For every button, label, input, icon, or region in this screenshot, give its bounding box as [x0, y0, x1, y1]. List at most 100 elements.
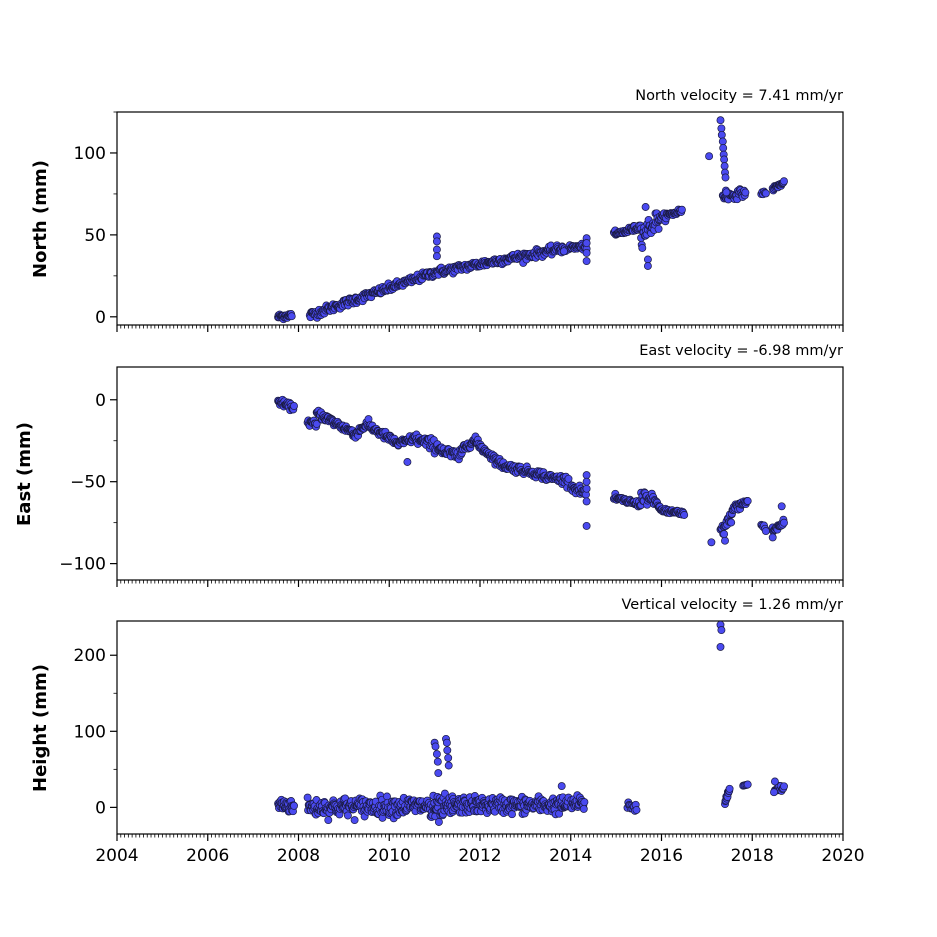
data-point [768, 533, 777, 542]
data-point [582, 484, 591, 493]
x-tick-label: 2010 [368, 846, 411, 866]
north-velocity-title: North velocity = 7.41 mm/yr [635, 88, 843, 104]
data-point [432, 245, 441, 254]
data-point [559, 247, 568, 256]
east-ticks: 0 −50 −100 [59, 391, 844, 587]
data-point [720, 530, 729, 539]
data-point [717, 626, 726, 635]
data-point [716, 116, 725, 125]
data-point [432, 750, 441, 759]
data-point [403, 458, 412, 466]
data-point [720, 155, 729, 164]
height-ylabel: Height (mm) [30, 664, 51, 792]
east-points [274, 395, 788, 547]
data-point [680, 511, 689, 519]
height-points [274, 620, 788, 826]
data-point [557, 782, 566, 791]
data-point [434, 769, 443, 778]
north-y-tick-label: 50 [84, 226, 106, 246]
data-point [720, 162, 729, 171]
data-point [579, 804, 588, 813]
data-point [508, 810, 516, 819]
data-point [350, 816, 359, 825]
data-point [770, 777, 779, 786]
data-point [761, 527, 770, 536]
data-point [443, 746, 452, 755]
east-y-tick-label: 0 [95, 391, 106, 411]
data-point [582, 239, 591, 248]
data-point [582, 257, 591, 266]
data-point [582, 248, 591, 257]
data-point [434, 818, 443, 826]
data-point [725, 784, 734, 793]
north-y-tick-label: 0 [95, 308, 106, 328]
east-plot-frame [116, 366, 844, 581]
data-point [780, 177, 788, 186]
x-tick-label: 2020 [821, 846, 864, 866]
data-point [721, 536, 729, 545]
data-point [780, 782, 788, 791]
x-tick-label: 2014 [549, 846, 592, 866]
data-point [290, 402, 298, 410]
data-point [290, 801, 298, 810]
data-point [632, 806, 641, 814]
data-point [717, 124, 726, 133]
data-point [777, 502, 786, 511]
north-panel: 0 50 100 North velocity = 7.41 mm/yr North… [30, 88, 844, 332]
x-tick-label: 2006 [186, 846, 229, 866]
east-y-tick-label: −50 [70, 473, 106, 493]
data-point [582, 521, 591, 530]
data-point [770, 788, 778, 797]
vertical-velocity-title: Vertical velocity = 1.26 mm/yr [622, 597, 844, 613]
data-point [716, 642, 725, 651]
height-y-tick-label: 0 [95, 798, 106, 818]
data-point [433, 757, 442, 766]
data-point [721, 173, 730, 182]
data-point [582, 471, 591, 480]
x-tick-label: 2004 [95, 846, 138, 866]
data-point [727, 518, 736, 527]
height-y-tick-label: 200 [74, 646, 106, 666]
data-point [582, 477, 591, 486]
data-point [432, 252, 441, 261]
data-point [444, 761, 453, 770]
height-y-tick-label: 100 [74, 722, 106, 742]
east-ylabel: East (mm) [14, 422, 35, 526]
north-ticks: 0 50 100 [74, 111, 844, 332]
data-point [654, 224, 663, 233]
data-point [580, 798, 589, 807]
data-point [677, 205, 686, 214]
data-point [442, 738, 451, 747]
east-panel: 0 −50 −100 East velocity = -6.98 mm/yr Eas… [14, 343, 844, 587]
data-point [718, 137, 727, 146]
data-point [343, 811, 352, 820]
north-points [274, 116, 788, 324]
data-point [643, 262, 652, 270]
east-velocity-title: East velocity = -6.98 mm/yr [639, 343, 843, 359]
data-point [741, 188, 750, 197]
data-point [641, 203, 650, 211]
data-point [780, 518, 788, 527]
height-panel: 2004 2006 2008 2010 2012 2014 2016 2018 2020 0 100… [30, 597, 865, 866]
data-point [564, 474, 573, 483]
east-y-tick-label: −100 [59, 555, 106, 575]
north-plot-frame [116, 111, 844, 326]
data-point [719, 144, 728, 152]
data-point [705, 152, 714, 161]
data-point [722, 188, 731, 197]
data-point [444, 753, 453, 762]
data-point [638, 244, 647, 252]
data-point [582, 497, 591, 506]
data-point [761, 189, 770, 198]
data-point [303, 793, 312, 802]
data-point [643, 255, 652, 264]
x-tick-label: 2008 [277, 846, 320, 866]
x-tick-label: 2012 [458, 846, 501, 866]
data-point [432, 237, 441, 246]
data-point [743, 780, 752, 789]
data-point [312, 420, 321, 428]
data-point [324, 816, 333, 825]
x-tick-label: 2016 [640, 846, 683, 866]
data-point [431, 742, 440, 751]
